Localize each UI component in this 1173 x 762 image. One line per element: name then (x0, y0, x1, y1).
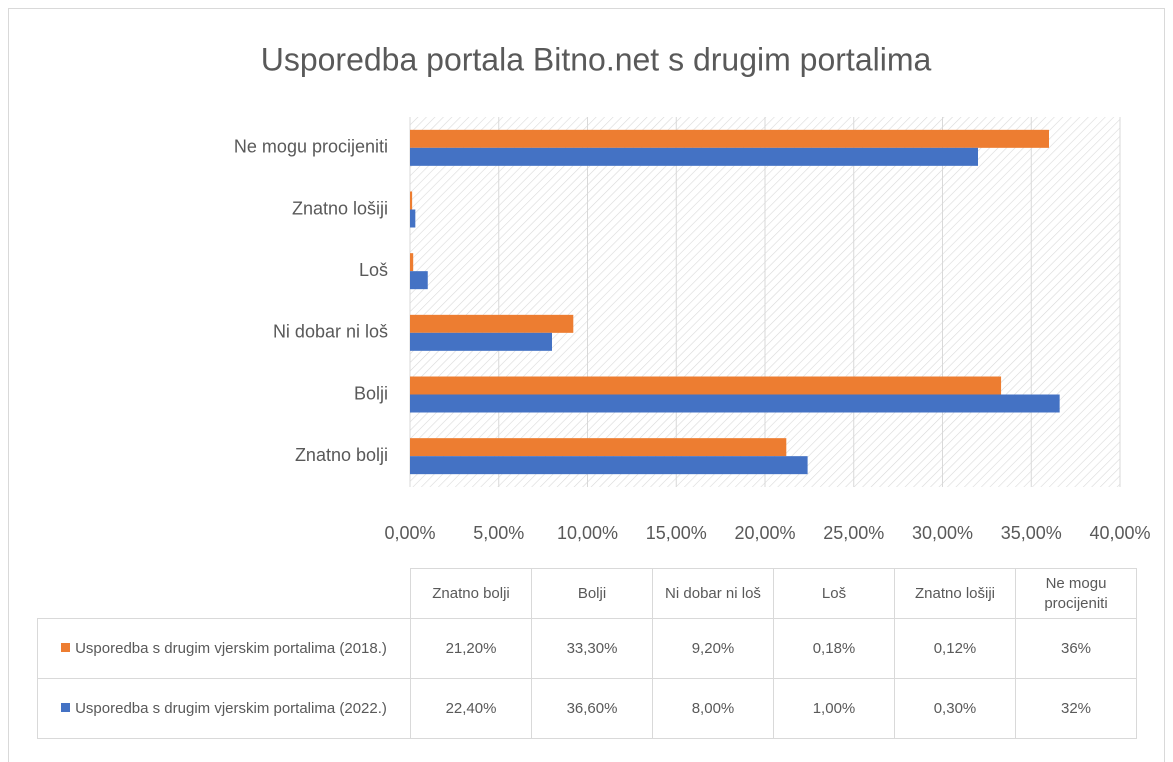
x-tick-label: 30,00% (912, 523, 973, 543)
x-tick-label: 25,00% (823, 523, 884, 543)
table-cell: 22,40% (410, 678, 532, 739)
table-cell: 9,20% (652, 618, 774, 679)
bar (410, 271, 428, 290)
table-cell: 0,12% (894, 618, 1016, 679)
table-cell: 0,18% (773, 618, 895, 679)
bar (410, 209, 416, 228)
legend-key (61, 702, 71, 712)
y-tick-label: Znatno lošiji (292, 198, 388, 218)
table-row-label: Usporedba s drugim vjerskim portalima (2… (37, 618, 411, 679)
legend-label: Usporedba s drugim vjerskim portalima (2… (75, 639, 387, 657)
table-header: Loš (773, 568, 895, 619)
table-header: Ni dobar ni loš (652, 568, 774, 619)
table-cell: 0,30% (894, 678, 1016, 739)
table-cell: 1,00% (773, 678, 895, 739)
bar (410, 376, 1002, 395)
table-cell: 8,00% (652, 678, 774, 739)
legend-entry: Usporedba s drugim vjerskim portalima (2… (61, 699, 387, 719)
bar (410, 332, 552, 351)
legend-label: Usporedba s drugim vjerskim portalima (2… (75, 699, 387, 717)
bar (410, 394, 1060, 413)
bar (410, 314, 574, 333)
table-header: Ne mogu procijeniti (1015, 568, 1137, 619)
bar (410, 191, 413, 210)
y-tick-label: Loš (359, 260, 388, 280)
x-tick-label: 20,00% (734, 523, 795, 543)
table-cell: 36% (1015, 618, 1137, 679)
y-tick-label: Bolji (354, 383, 388, 403)
chart-border (8, 8, 1165, 762)
y-tick-label: Ni dobar ni loš (273, 322, 388, 342)
y-tick-label: Ne mogu procijeniti (234, 137, 388, 157)
bar (410, 129, 1049, 148)
table-cell: 36,60% (531, 678, 653, 739)
x-tick-label: 5,00% (473, 523, 524, 543)
table-header: Bolji (531, 568, 653, 619)
table-row-label: Usporedba s drugim vjerskim portalima (2… (37, 678, 411, 739)
legend-key (61, 642, 71, 652)
legend-entry: Usporedba s drugim vjerskim portalima (2… (61, 639, 387, 659)
bar (410, 147, 978, 166)
table-cell: 33,30% (531, 618, 653, 679)
bar (410, 438, 787, 457)
x-tick-label: 15,00% (646, 523, 707, 543)
x-tick-label: 0,00% (384, 523, 435, 543)
y-tick-label: Znatno bolji (295, 445, 388, 465)
table-header: Znatno bolji (410, 568, 532, 619)
x-tick-label: 40,00% (1089, 523, 1150, 543)
bar (410, 456, 808, 475)
chart-title: Usporedba portala Bitno.net s drugim por… (261, 41, 932, 77)
bar (410, 253, 414, 272)
x-tick-label: 35,00% (1001, 523, 1062, 543)
table-cell: 21,20% (410, 618, 532, 679)
x-tick-label: 10,00% (557, 523, 618, 543)
table-header: Znatno lošiji (894, 568, 1016, 619)
table-cell: 32% (1015, 678, 1137, 739)
